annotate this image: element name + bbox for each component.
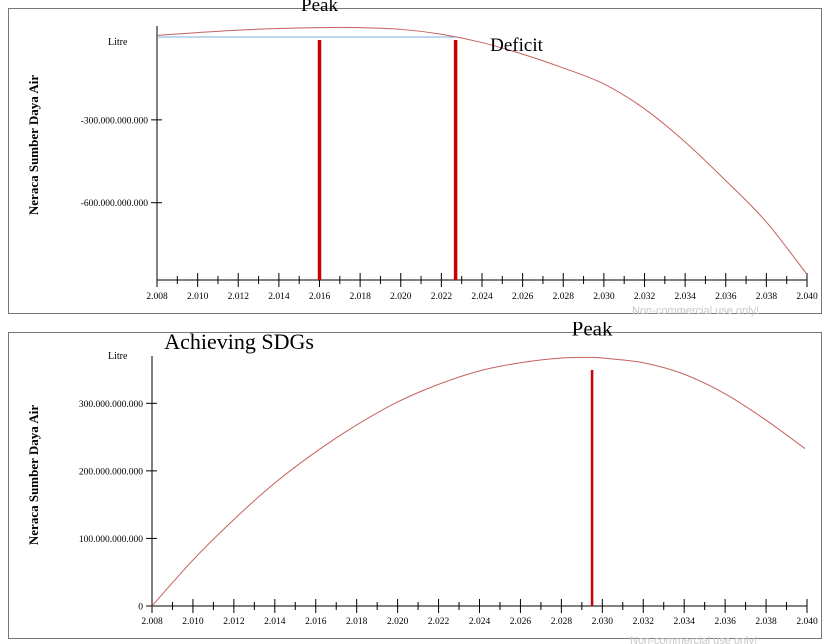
x-tick-label: 2.012: [223, 617, 245, 627]
x-tick-label: 2.038: [756, 292, 778, 302]
y-tick-label: 100.000.000.000: [79, 535, 143, 545]
x-tick-label: 2.022: [428, 617, 450, 627]
x-tick-label: 2.010: [187, 292, 209, 302]
series-line: [156, 26, 808, 275]
annotation-label: Peak: [572, 322, 613, 341]
x-tick-label: 2.012: [228, 292, 250, 302]
watermark-text: Non-commercial use only!: [632, 305, 759, 317]
y-tick-label: -600.000.000.000: [81, 199, 149, 209]
bottom-chart-panel: 2.008 2.010 2.012 2.014 2.016 2.018 2.020 2.022…: [0, 322, 824, 644]
x-tick-label: 2.040: [796, 292, 818, 302]
y-tick-label: 0: [138, 603, 143, 613]
x-tick-label: 2.030: [593, 292, 615, 302]
y-unit-label: Litre: [108, 37, 128, 48]
y-axis-title: Neraca Sumber Daya Air: [26, 405, 41, 545]
x-tick-label: 2.034: [674, 617, 696, 627]
y-tick-label: 200.000.000.000: [79, 467, 143, 477]
x-tick-label: 2.014: [268, 292, 290, 302]
bottom-chart: 2.008 2.010 2.012 2.014 2.016 2.018 2.020 2.022…: [8, 322, 822, 644]
y-tick-label: -300.000.000.000: [81, 116, 149, 126]
x-tick-label: 2.030: [592, 617, 614, 627]
x-tick-label: 2.010: [182, 617, 204, 627]
x-tick-label: 2.028: [551, 617, 573, 627]
x-tick-label: 2.028: [553, 292, 575, 302]
x-tick-label: 2.026: [510, 617, 532, 627]
x-tick-label: 2.022: [431, 292, 453, 302]
x-tick-label: 2.036: [715, 292, 737, 302]
x-tick-label: 2.032: [633, 617, 655, 627]
chart-frame: [8, 332, 822, 639]
series-line: [151, 356, 806, 607]
x-tick-label: 2.016: [305, 617, 327, 627]
y-axis-title: Neraca Sumber Daya Air: [26, 75, 41, 215]
x-tick-label: 2.014: [264, 617, 286, 627]
x-tick-label: 2.008: [146, 292, 168, 302]
x-tick-label: 2.018: [346, 617, 368, 627]
annotation-label: Deficit: [490, 35, 543, 56]
x-tick-label: 2.008: [141, 617, 163, 627]
watermark-text: Non-commercial use only!: [630, 635, 757, 644]
annotation-label: Peak: [301, 0, 338, 16]
top-chart-panel: 2.008 2.010 2.012 2.014 2.016 2.018 2.020 2.022…: [0, 0, 824, 318]
x-tick-label: 2.032: [634, 292, 656, 302]
x-tick-label: 2.020: [390, 292, 412, 302]
top-chart: 2.008 2.010 2.012 2.014 2.016 2.018 2.020 2.022…: [8, 0, 822, 317]
x-tick-label: 2.040: [796, 617, 818, 627]
y-tick-label: 300.000.000.000: [79, 400, 143, 410]
annotation-label: Achieving SDGs: [164, 329, 314, 354]
y-unit-label: Litre: [108, 351, 128, 362]
x-tick-label: 2.024: [471, 292, 493, 302]
x-tick-label: 2.036: [714, 617, 736, 627]
x-tick-label: 2.026: [512, 292, 534, 302]
x-tick-label: 2.034: [674, 292, 696, 302]
x-tick-label: 2.018: [349, 292, 371, 302]
x-tick-label: 2.020: [387, 617, 409, 627]
chart-frame: [8, 8, 822, 314]
x-tick-label: 2.016: [309, 292, 331, 302]
x-tick-label: 2.024: [469, 617, 491, 627]
x-tick-label: 2.038: [755, 617, 777, 627]
